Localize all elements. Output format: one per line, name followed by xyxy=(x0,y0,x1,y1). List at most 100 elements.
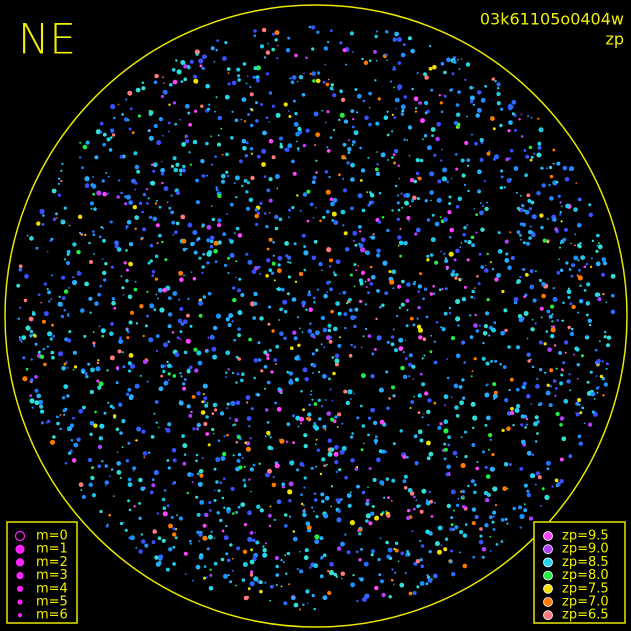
star xyxy=(283,336,287,340)
star xyxy=(389,279,395,285)
star xyxy=(405,192,410,198)
star xyxy=(407,508,411,513)
star xyxy=(396,201,400,205)
star xyxy=(288,481,294,487)
star xyxy=(459,400,464,406)
star xyxy=(322,424,327,429)
star xyxy=(356,111,359,114)
star xyxy=(298,271,304,277)
star xyxy=(241,456,244,459)
star xyxy=(247,510,252,516)
star xyxy=(451,572,456,577)
star xyxy=(275,573,280,577)
star xyxy=(461,378,465,382)
star xyxy=(237,74,241,78)
star xyxy=(215,96,218,99)
star xyxy=(549,165,553,170)
star xyxy=(479,137,484,143)
zp-symbol xyxy=(543,570,553,581)
star xyxy=(279,142,283,146)
star xyxy=(492,157,496,161)
star xyxy=(350,109,355,113)
star xyxy=(183,64,188,69)
star xyxy=(150,163,154,166)
star xyxy=(176,69,182,75)
star xyxy=(460,158,465,163)
star xyxy=(84,281,89,287)
star xyxy=(216,39,220,42)
star xyxy=(134,164,140,170)
star xyxy=(227,72,230,74)
star xyxy=(464,239,467,243)
star xyxy=(318,261,323,267)
star xyxy=(98,436,104,441)
zp-label: zp=7.5 xyxy=(562,581,609,596)
star xyxy=(562,301,565,305)
star xyxy=(58,295,61,298)
star xyxy=(347,389,353,395)
star xyxy=(397,560,400,563)
star xyxy=(564,227,568,232)
star xyxy=(89,311,92,314)
star xyxy=(455,353,461,359)
star xyxy=(274,38,278,42)
star xyxy=(274,226,279,231)
star xyxy=(173,481,177,485)
star xyxy=(527,115,530,118)
star xyxy=(412,282,416,286)
star xyxy=(531,453,535,457)
star xyxy=(578,441,583,446)
star xyxy=(529,225,532,228)
star xyxy=(326,291,328,294)
star xyxy=(395,107,397,110)
star xyxy=(243,120,247,123)
star xyxy=(135,87,141,93)
star xyxy=(278,319,281,321)
star xyxy=(256,504,261,509)
star xyxy=(576,222,582,228)
star xyxy=(196,530,200,534)
star xyxy=(329,136,333,139)
star xyxy=(560,205,563,208)
star xyxy=(129,394,134,399)
star xyxy=(128,127,132,131)
star xyxy=(475,329,479,333)
star xyxy=(55,212,58,216)
star xyxy=(417,176,422,181)
star xyxy=(553,344,557,347)
star xyxy=(73,442,79,448)
star xyxy=(236,372,240,376)
star xyxy=(439,422,443,426)
star xyxy=(63,413,66,416)
star xyxy=(176,514,179,516)
star xyxy=(549,174,554,179)
star xyxy=(427,578,433,583)
star xyxy=(268,305,271,309)
star xyxy=(591,410,596,414)
star xyxy=(25,367,29,371)
star xyxy=(313,300,316,303)
star xyxy=(361,57,364,61)
star xyxy=(315,206,317,209)
star xyxy=(341,498,343,501)
star xyxy=(87,457,93,463)
star xyxy=(361,238,366,243)
star xyxy=(110,104,116,110)
star xyxy=(183,350,188,355)
star xyxy=(426,254,430,258)
star xyxy=(234,232,236,235)
star xyxy=(171,68,176,72)
star xyxy=(353,392,355,395)
star xyxy=(373,438,379,444)
star xyxy=(92,344,96,348)
star xyxy=(182,319,188,325)
star xyxy=(266,258,271,263)
star xyxy=(160,364,165,369)
star xyxy=(597,297,602,302)
star xyxy=(405,553,408,557)
star xyxy=(207,336,210,339)
star xyxy=(192,579,194,582)
star xyxy=(34,388,39,393)
star xyxy=(140,539,146,544)
star xyxy=(180,80,184,83)
